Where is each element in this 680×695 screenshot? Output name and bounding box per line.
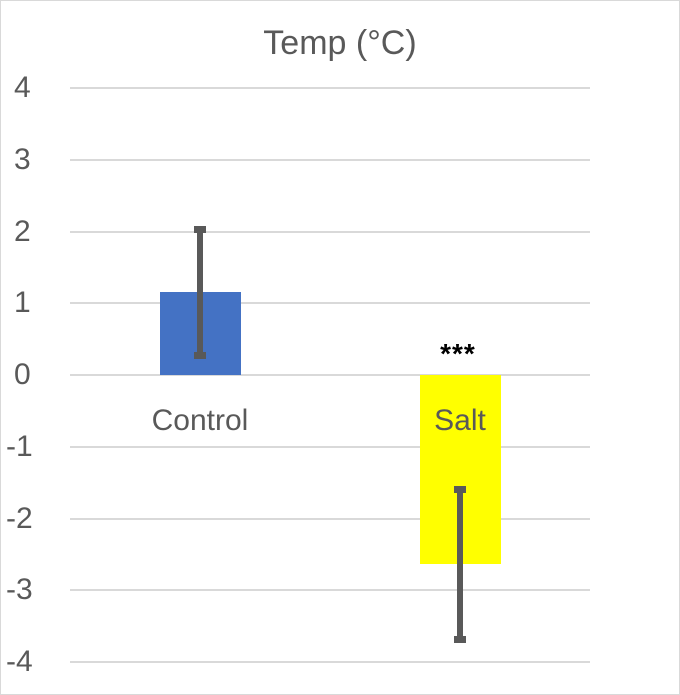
gridline-neg2: [70, 518, 590, 520]
gridline-0: [70, 374, 590, 376]
y-tick-label: 2: [14, 215, 31, 248]
gridline-1: [70, 302, 590, 304]
error-bar-control: [197, 228, 203, 356]
y-tick-label: 0: [14, 358, 31, 391]
category-label-salt: Salt: [434, 404, 486, 437]
error-cap-bottom-salt: [454, 636, 466, 643]
y-tick-label: 4: [14, 71, 31, 104]
significance-annotation: ***: [440, 338, 476, 369]
gridline-3: [70, 159, 590, 161]
chart-title: Temp (°C): [263, 24, 417, 62]
gridline-neg3: [70, 589, 590, 591]
y-tick-label: -1: [6, 430, 33, 463]
error-cap-top-salt: [454, 486, 466, 493]
y-tick-label: 1: [14, 286, 31, 319]
gridline-4: [70, 87, 590, 89]
error-cap-bottom-control: [194, 352, 206, 359]
gridline-2: [70, 231, 590, 233]
error-cap-top-control: [194, 226, 206, 233]
y-tick-label: -4: [6, 645, 33, 678]
category-label-control: Control: [151, 404, 249, 437]
gridline-neg4: [70, 661, 590, 663]
y-tick-label: -3: [6, 573, 33, 606]
y-tick-label: 3: [14, 143, 31, 176]
y-tick-label: -2: [6, 502, 33, 535]
error-bar-salt: [457, 487, 463, 640]
gridline-neg1: [70, 446, 590, 448]
